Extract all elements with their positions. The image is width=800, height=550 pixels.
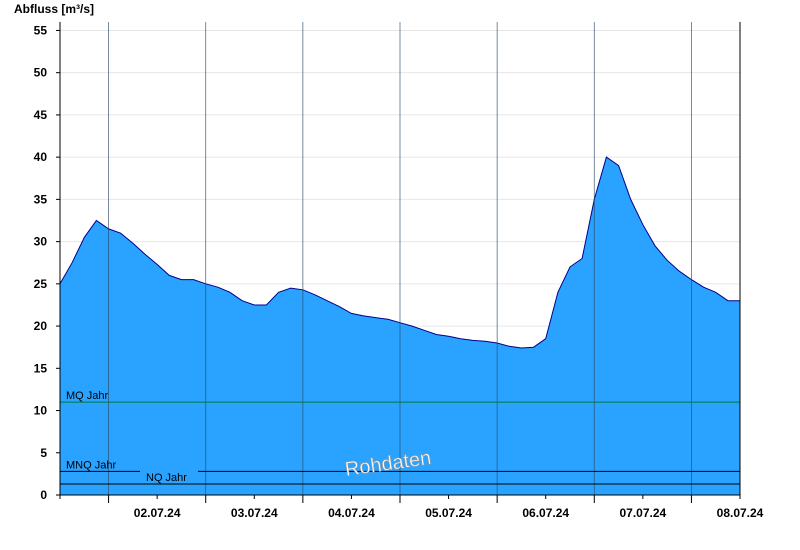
- ref-line-label: MNQ Jahr: [66, 459, 116, 471]
- y-tick-label: 5: [40, 446, 47, 460]
- ref-line-label: NQ Jahr: [146, 472, 187, 484]
- y-tick-label: 45: [34, 108, 48, 122]
- x-tick-label: 06.07.24: [522, 506, 569, 520]
- day-separator-lines: [108, 22, 692, 495]
- x-tick-label: 03.07.24: [231, 506, 278, 520]
- y-tick-label: 35: [34, 192, 48, 206]
- ref-line-label: MQ Jahr: [66, 390, 109, 402]
- y-tick-label: 10: [34, 404, 48, 418]
- y-tick-label: 50: [34, 66, 48, 80]
- x-tick-label: 02.07.24: [134, 506, 181, 520]
- x-tick-label: 08.07.24: [717, 506, 764, 520]
- y-axis-label: Abfluss [m³/s]: [14, 2, 94, 16]
- y-tick-label: 20: [34, 319, 48, 333]
- y-tick-label: 30: [34, 235, 48, 249]
- y-tick-label: 0: [40, 488, 47, 502]
- x-tick-label: 04.07.24: [328, 506, 375, 520]
- x-tick-label: 07.07.24: [619, 506, 666, 520]
- y-axis-ticks: 0 5 10 15 20 25 30 35 40 45 50 55: [34, 23, 60, 502]
- x-tick-label: 05.07.24: [425, 506, 472, 520]
- y-tick-label: 25: [34, 277, 48, 291]
- y-tick-label: 15: [34, 361, 48, 375]
- y-tick-label: 40: [34, 150, 48, 164]
- x-axis-ticks: 02.07.24 03.07.24 04.07.24 05.07.24 06.07.24…: [59, 495, 764, 520]
- y-tick-label: 55: [34, 23, 48, 37]
- reference-lines: MQ Jahr MNQ Jahr NQ Jahr: [60, 390, 740, 485]
